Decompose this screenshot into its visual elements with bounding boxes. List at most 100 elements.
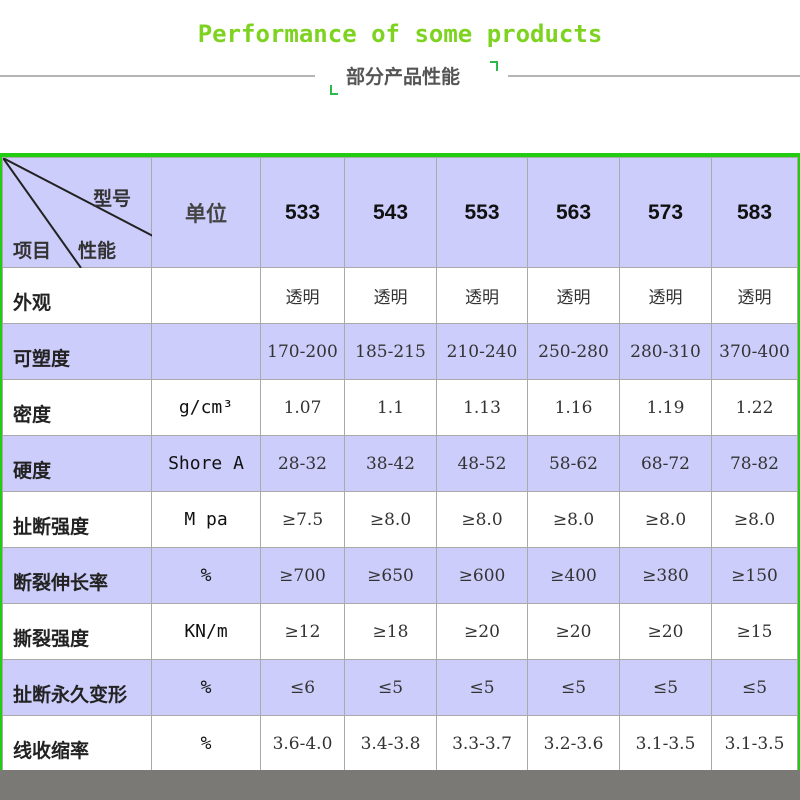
value-cell: 28-32 <box>260 435 345 492</box>
model-header: 563 <box>527 157 620 268</box>
value-cell: ≥7.5 <box>260 491 345 548</box>
model-header: 543 <box>344 157 437 268</box>
property-name: 外观 <box>2 267 152 324</box>
corner-model-label: 型号 <box>93 188 132 210</box>
table-row: 密度 g/cm³ 1.07 1.1 1.13 1.16 1.19 1.22 <box>2 379 798 436</box>
bottom-band <box>0 770 800 800</box>
table-row: 断裂伸长率% ≥700 ≥650 ≥600 ≥400 ≥380 ≥150 <box>2 547 798 604</box>
value-cell: ≥8.0 <box>619 491 712 548</box>
unit-cell <box>151 323 261 380</box>
value-cell: ≥20 <box>527 603 620 660</box>
value-cell: ≥18 <box>344 603 437 660</box>
model-header: 573 <box>619 157 712 268</box>
value-cell: ≥380 <box>619 547 712 604</box>
value-cell: 透明 <box>344 267 437 324</box>
value-cell: 3.1-3.5 <box>711 715 798 772</box>
corner-bracket-icon <box>330 85 338 95</box>
value-cell: ≥600 <box>436 547 528 604</box>
corner-cell: 型号 项目 性能 <box>2 157 152 268</box>
property-name: 撕裂强度 <box>2 603 152 660</box>
table-row: 硬度 Shore A 28-32 38-42 48-52 58-62 68-72 78-82 <box>2 435 798 492</box>
value-cell: 透明 <box>436 267 528 324</box>
corner-item-label: 项目 <box>13 240 52 262</box>
value-cell: ≥20 <box>436 603 528 660</box>
corner-bracket-icon <box>490 61 498 71</box>
value-cell: ≤5 <box>527 659 620 716</box>
performance-table: 型号 项目 性能 单位 533 543 553 563 573 583 外观 透明… <box>0 153 800 772</box>
property-name: 可塑度 <box>2 323 152 380</box>
value-cell: 3.4-3.8 <box>344 715 437 772</box>
value-cell: 280-310 <box>619 323 712 380</box>
value-cell: 透明 <box>711 267 798 324</box>
value-cell: 370-400 <box>711 323 798 380</box>
value-cell: 185-215 <box>344 323 437 380</box>
value-cell: 68-72 <box>619 435 712 492</box>
unit-header: 单位 <box>151 157 261 268</box>
value-cell: 1.16 <box>527 379 620 436</box>
value-cell: 1.19 <box>619 379 712 436</box>
value-cell: 3.1-3.5 <box>619 715 712 772</box>
unit-cell: Shore A <box>151 435 261 492</box>
page-title: Performance of some products <box>197 20 603 48</box>
property-name: 硬度 <box>2 435 152 492</box>
unit-cell <box>151 267 261 324</box>
value-cell: 210-240 <box>436 323 528 380</box>
value-cell: ≥15 <box>711 603 798 660</box>
diagonal-lines <box>3 158 152 268</box>
value-cell: 250-280 <box>527 323 620 380</box>
header-row: 型号 项目 性能 单位 533 543 553 563 573 583 <box>2 157 798 268</box>
value-cell: ≥8.0 <box>527 491 620 548</box>
value-cell: 1.13 <box>436 379 528 436</box>
property-name: 扯断永久变形 <box>2 659 152 716</box>
model-header: 533 <box>260 157 345 268</box>
table-row: 撕裂强度 KN/m ≥12 ≥18 ≥20 ≥20 ≥20 ≥15 <box>2 603 798 660</box>
unit-cell: % <box>151 659 261 716</box>
value-cell: ≤6 <box>260 659 345 716</box>
property-name: 扯断强度 <box>2 491 152 548</box>
property-name: 密度 <box>2 379 152 436</box>
value-cell: 58-62 <box>527 435 620 492</box>
value-cell: ≥150 <box>711 547 798 604</box>
value-cell: 170-200 <box>260 323 345 380</box>
model-header: 553 <box>436 157 528 268</box>
unit-cell: g/cm³ <box>151 379 261 436</box>
value-cell: 1.1 <box>344 379 437 436</box>
divider-left <box>0 75 315 77</box>
value-cell: 1.07 <box>260 379 345 436</box>
value-cell: 78-82 <box>711 435 798 492</box>
value-cell: ≥8.0 <box>436 491 528 548</box>
property-name: 线收缩率 <box>2 715 152 772</box>
value-cell: ≤5 <box>344 659 437 716</box>
value-cell: 48-52 <box>436 435 528 492</box>
table-row: 扯断永久变形% ≤6 ≤5 ≤5 ≤5 ≤5 ≤5 <box>2 659 798 716</box>
divider-right <box>508 75 800 77</box>
value-cell: ≤5 <box>619 659 712 716</box>
value-cell: 透明 <box>527 267 620 324</box>
value-cell: ≤5 <box>711 659 798 716</box>
model-header: 583 <box>711 157 798 268</box>
unit-cell: % <box>151 547 261 604</box>
value-cell: ≥8.0 <box>344 491 437 548</box>
value-cell: 透明 <box>619 267 712 324</box>
value-cell: ≤5 <box>436 659 528 716</box>
value-cell: 3.6-4.0 <box>260 715 345 772</box>
table-row: 外观 透明 透明 透明 透明 透明 透明 <box>2 267 798 324</box>
value-cell: ≥400 <box>527 547 620 604</box>
table-row: 可塑度 170-200 185-215 210-240 250-280 280-310 37… <box>2 323 798 380</box>
property-name: 断裂伸长率 <box>2 547 152 604</box>
unit-cell: % <box>151 715 261 772</box>
value-cell: 1.22 <box>711 379 798 436</box>
unit-cell: KN/m <box>151 603 261 660</box>
table-row: 线收缩率% 3.6-4.0 3.4-3.8 3.3-3.7 3.2-3.6 3.1-3.5… <box>2 715 798 772</box>
value-cell: ≥650 <box>344 547 437 604</box>
corner-property-label: 性能 <box>78 240 117 262</box>
unit-cell: M pa <box>151 491 261 548</box>
value-cell: 透明 <box>260 267 345 324</box>
value-cell: ≥20 <box>619 603 712 660</box>
section-subtitle: 部分产品性能 <box>346 66 461 88</box>
value-cell: 3.2-3.6 <box>527 715 620 772</box>
value-cell: ≥8.0 <box>711 491 798 548</box>
value-cell: 3.3-3.7 <box>436 715 528 772</box>
value-cell: ≥700 <box>260 547 345 604</box>
value-cell: ≥12 <box>260 603 345 660</box>
